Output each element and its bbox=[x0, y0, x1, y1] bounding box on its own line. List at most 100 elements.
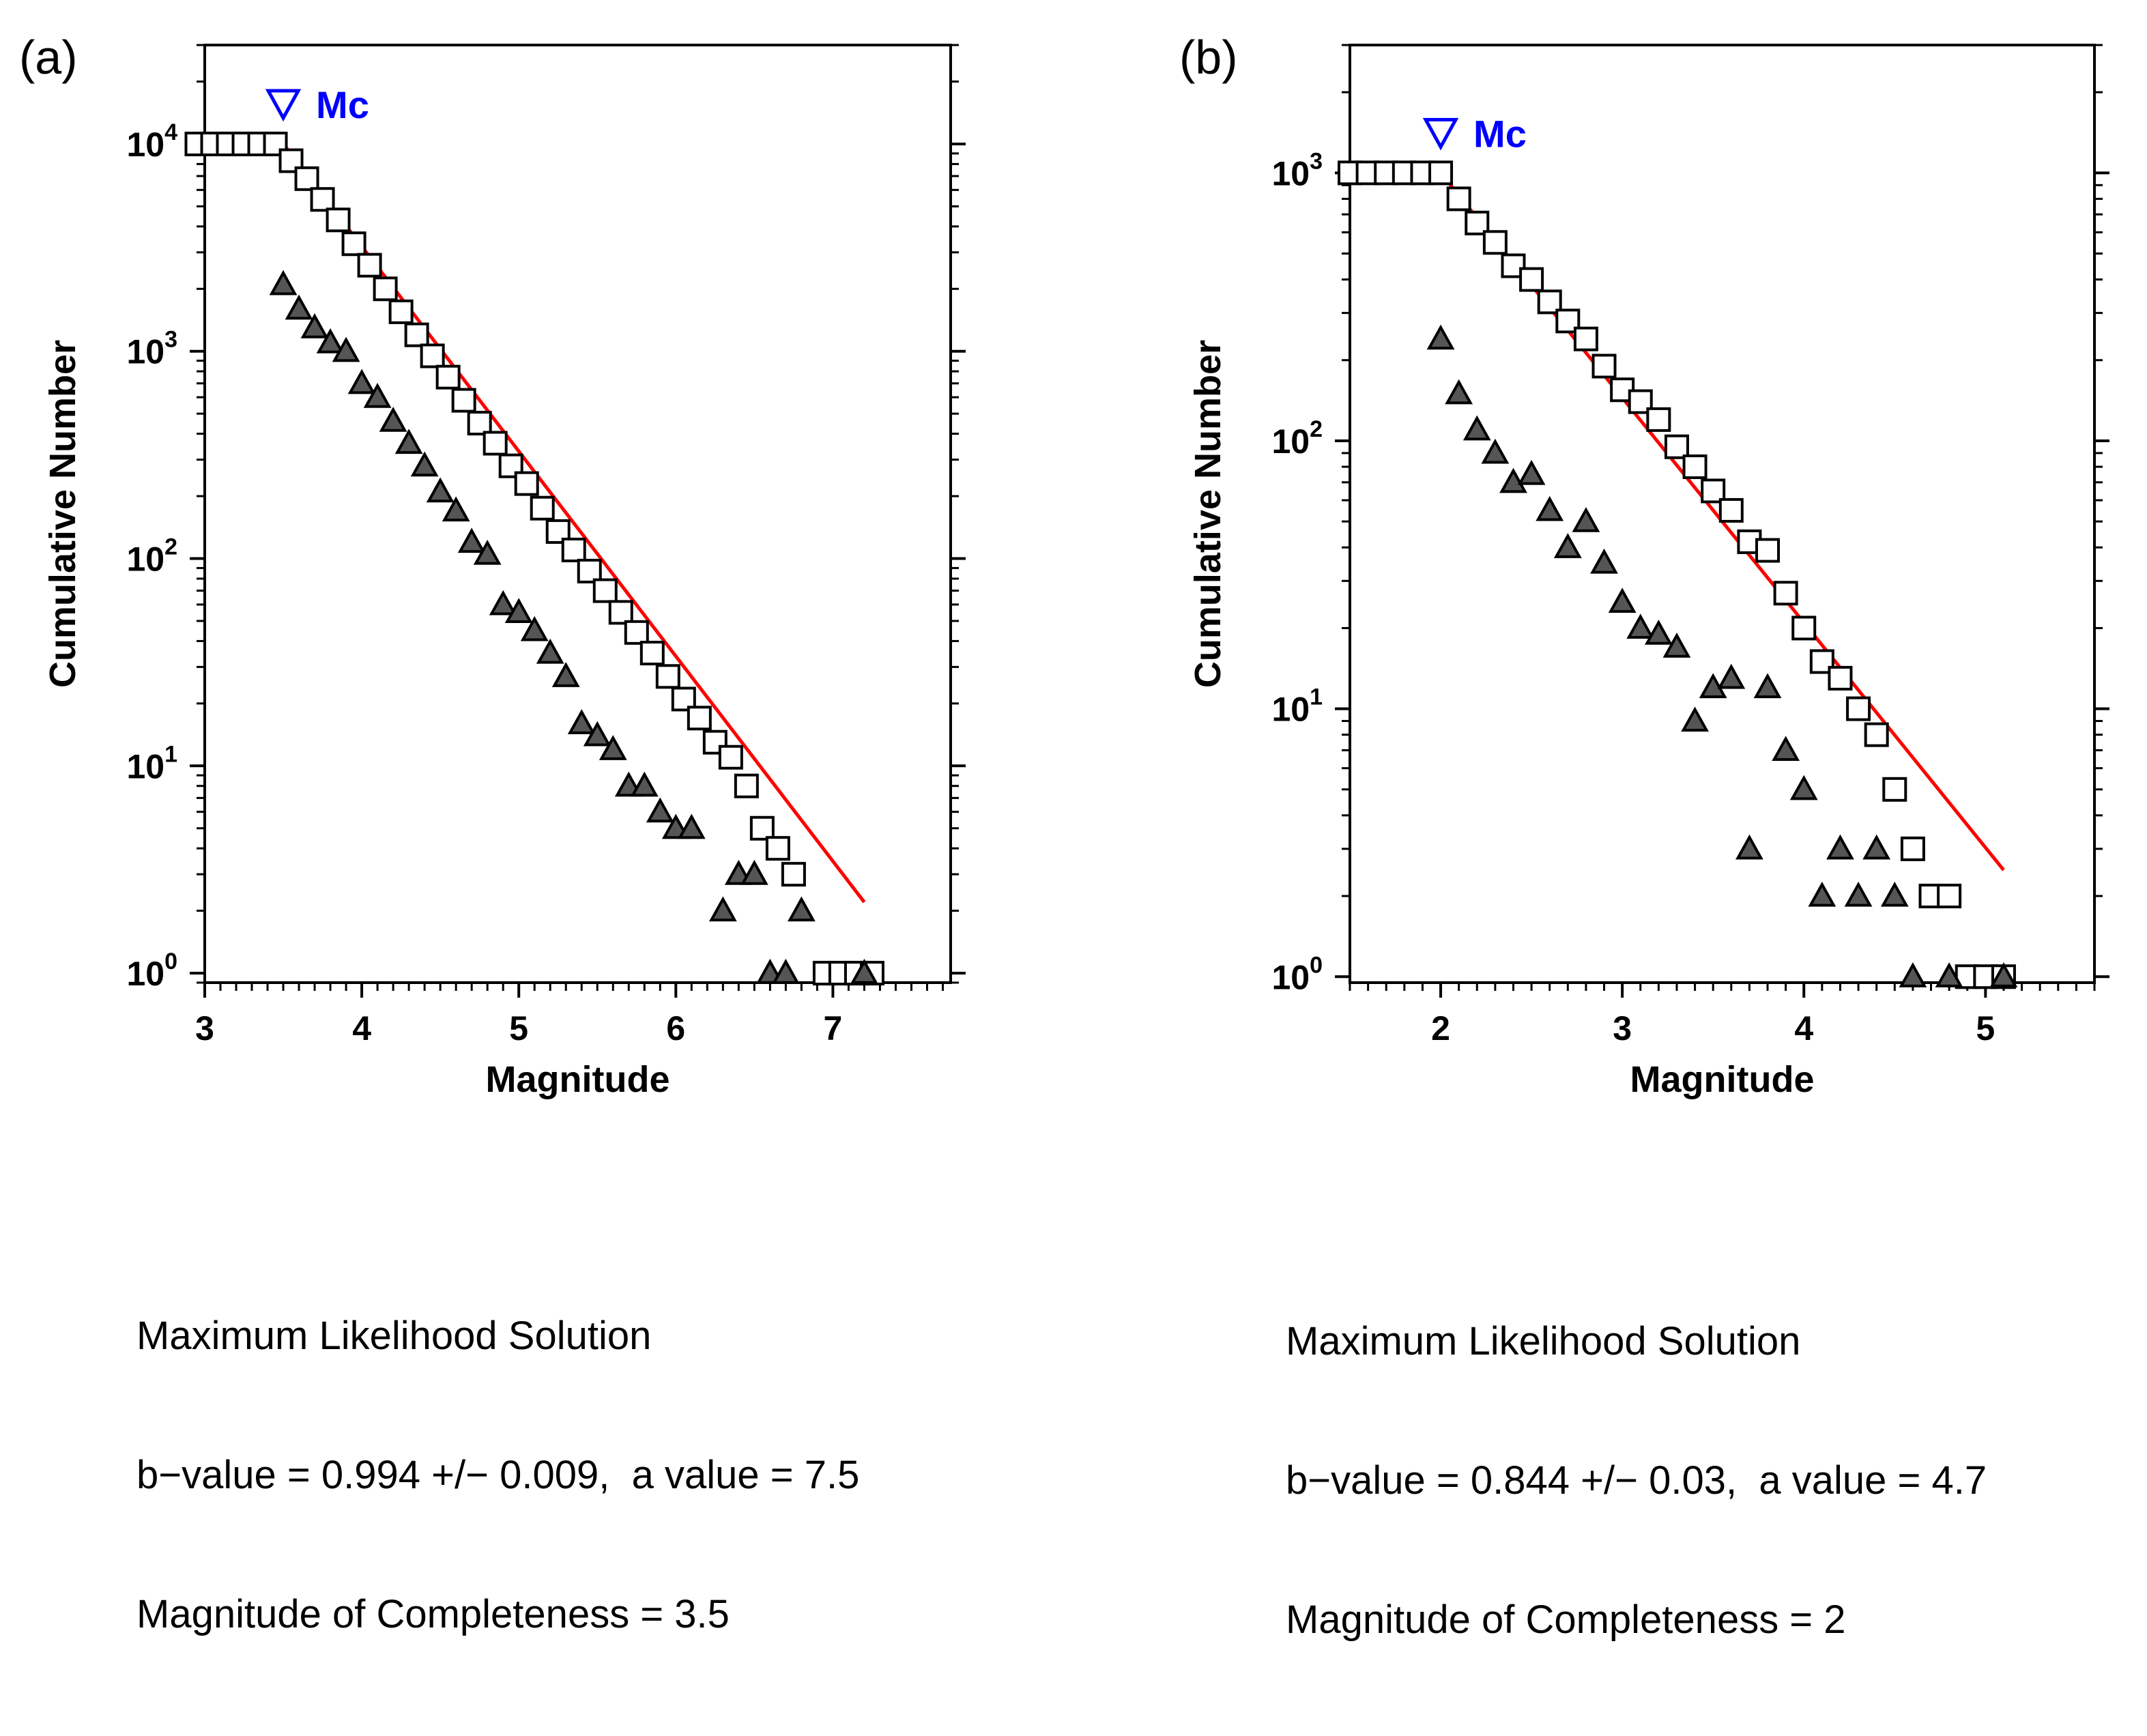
chart-a-y-tick-label: 100 bbox=[126, 949, 177, 993]
chart-b-noncumulative-point bbox=[1681, 706, 1709, 732]
chart-b-cumulative-point bbox=[1682, 454, 1707, 480]
chart-a-mc-label: Mc bbox=[316, 83, 369, 126]
chart-a-x-tick-label: 3 bbox=[195, 1009, 214, 1047]
chart-b-noncumulative-point bbox=[1826, 834, 1854, 860]
chart-b-x-tick-label: 5 bbox=[1976, 1009, 1995, 1047]
chart-a-cumulative-point bbox=[498, 453, 523, 478]
chart-a-x-tick-label: 6 bbox=[666, 1009, 685, 1047]
chart-a-cumulative-point bbox=[341, 231, 366, 257]
chart-a-x-tick-label: 7 bbox=[824, 1009, 843, 1047]
chart-b-noncumulative-point bbox=[1989, 962, 2018, 987]
chart-b-noncumulative-point bbox=[1499, 467, 1527, 493]
chart-a-cumulative-point bbox=[420, 343, 445, 368]
chart-a-noncumulative-point bbox=[630, 771, 659, 797]
chart-a-y-axis-label: Cumulative Number bbox=[42, 340, 83, 688]
chart-b-cumulative-point bbox=[1537, 289, 1562, 315]
chart-b-cumulative-point bbox=[1591, 353, 1617, 379]
chart-a-noncumulative-point bbox=[583, 721, 611, 747]
chart-b-x-tick-label: 3 bbox=[1613, 1009, 1632, 1047]
chart-a-cumulative-point bbox=[592, 578, 618, 603]
chart-b-noncumulative-point bbox=[1445, 379, 1473, 405]
chart-a-cumulative-point bbox=[435, 364, 461, 390]
chart-a-cumulative-point bbox=[687, 706, 712, 731]
chart-a-noncumulative-point bbox=[646, 797, 674, 823]
chart-a-noncumulative-point bbox=[300, 313, 329, 338]
chart-a-noncumulative-point bbox=[457, 527, 486, 553]
chart-b-cumulative-point bbox=[1773, 581, 1798, 606]
chart-b-cumulative-point bbox=[1900, 836, 1925, 861]
chart-b-cumulative-point bbox=[1846, 696, 1871, 721]
solution-a: Maximum Likelihood Solution b−value = 0.… bbox=[136, 1220, 859, 1731]
chart-b-cumulative-point bbox=[1864, 722, 1889, 747]
chart-a-noncumulative-point bbox=[567, 709, 596, 734]
chart-b-noncumulative-point bbox=[1789, 775, 1818, 800]
chart-b-noncumulative-point bbox=[1644, 620, 1673, 645]
chart-b: (b) 2 3 4 5 100 101 102 103 Magnitude Cumulative N… bbox=[1179, 31, 2109, 1100]
chart-a-noncumulative-point bbox=[677, 813, 706, 839]
chart-a-noncumulative-point bbox=[599, 735, 627, 760]
chart-a-x-axis-label: Magnitude bbox=[486, 1059, 670, 1100]
chart-b-y-tick-label: 101 bbox=[1271, 684, 1323, 729]
chart-b-mc-marker bbox=[1422, 117, 1459, 151]
chart-b-x-axis-label: Magnitude bbox=[1630, 1059, 1815, 1100]
chart-a-y-tick-label: 103 bbox=[126, 327, 177, 371]
chart-b-cumulative-point bbox=[1482, 230, 1508, 255]
chart-a-noncumulative-point bbox=[489, 590, 517, 616]
chart-b-noncumulative-point bbox=[1608, 588, 1637, 613]
chart-a-noncumulative-point bbox=[536, 638, 564, 664]
chart-b-noncumulative-point bbox=[1735, 834, 1763, 860]
chart-b-noncumulative-point bbox=[1626, 613, 1655, 639]
solution-b: Maximum Likelihood Solution b−value = 0.… bbox=[1286, 1226, 1987, 1736]
chart-b-noncumulative-point bbox=[1462, 415, 1491, 441]
chart-a-noncumulative-point bbox=[740, 860, 768, 885]
chart-a-cumulative-point bbox=[278, 148, 304, 173]
chart-a-noncumulative-point bbox=[850, 958, 878, 984]
chart-a-noncumulative-point bbox=[269, 270, 298, 295]
chart-b-noncumulative-point bbox=[1717, 663, 1746, 689]
chart-b-cumulative-point bbox=[1646, 407, 1671, 432]
chart-a-noncumulative-point bbox=[347, 368, 376, 394]
chart-a-cumulative-point bbox=[530, 495, 555, 521]
chart-b-plot-frame bbox=[1349, 44, 2096, 984]
chart-a-cumulative-point bbox=[639, 641, 665, 666]
chart-a-cumulative-point bbox=[263, 131, 288, 156]
chart-a-cumulative-point bbox=[294, 166, 319, 191]
chart-b-cumulative-point bbox=[1664, 434, 1689, 459]
chart-a-plot-frame bbox=[203, 44, 952, 984]
chart-b-noncumulative-point bbox=[1536, 495, 1564, 521]
chart-b-cumulative-point bbox=[1519, 267, 1544, 292]
chart-a-noncumulative-point bbox=[504, 598, 533, 623]
chart-a-noncumulative-point bbox=[379, 407, 407, 432]
chart-a-x-tick-label: 5 bbox=[509, 1009, 528, 1047]
chart-a-cumulative-point bbox=[561, 537, 586, 562]
chart-b-y-tick-label: 103 bbox=[1271, 148, 1323, 192]
chart-b-cumulative-point bbox=[1446, 186, 1471, 212]
solution-a-bvalue: b−value = 0.994 +/− 0.009, a value = 7.5 bbox=[136, 1453, 860, 1497]
chart-b-cumulative-point bbox=[1428, 160, 1454, 186]
chart-a-cumulative-point bbox=[451, 388, 476, 413]
chart-a-cumulative-point bbox=[781, 862, 806, 887]
chart-b-cumulative-point bbox=[1791, 616, 1817, 641]
solution-b-title: Maximum Likelihood Solution bbox=[1286, 1319, 1801, 1363]
chart-a-noncumulative-point bbox=[285, 294, 313, 320]
chart-a-cumulative-point bbox=[482, 431, 508, 456]
chart-a-noncumulative-point bbox=[394, 429, 423, 454]
chart-a-cumulative-point bbox=[655, 664, 680, 689]
chart-a-cumulative-point bbox=[326, 207, 351, 233]
chart-a-noncumulative-point bbox=[520, 616, 549, 641]
chart-b-noncumulative-point bbox=[1553, 533, 1582, 558]
chart-b-noncumulative-point bbox=[1426, 324, 1455, 350]
chart-b-noncumulative-point bbox=[1753, 673, 1782, 699]
chart-b-noncumulative-point bbox=[1572, 507, 1600, 532]
chart-a-panel-label: (a) bbox=[19, 31, 78, 84]
chart-b-noncumulative-point bbox=[1517, 459, 1546, 485]
chart-b-cumulative-point bbox=[1628, 389, 1653, 414]
chart-a-cumulative-point bbox=[624, 620, 649, 645]
chart-a-noncumulative-point bbox=[332, 336, 360, 362]
chart-a-cumulative-point bbox=[608, 600, 633, 625]
chart-a-y-tick-label: 102 bbox=[126, 534, 177, 579]
chart-b-noncumulative-point bbox=[1899, 962, 1927, 987]
chart-a-x-tick-label: 4 bbox=[352, 1009, 371, 1047]
chart-b-x-tick-label: 2 bbox=[1431, 1009, 1450, 1047]
chart-b-cumulative-point bbox=[1755, 538, 1781, 563]
